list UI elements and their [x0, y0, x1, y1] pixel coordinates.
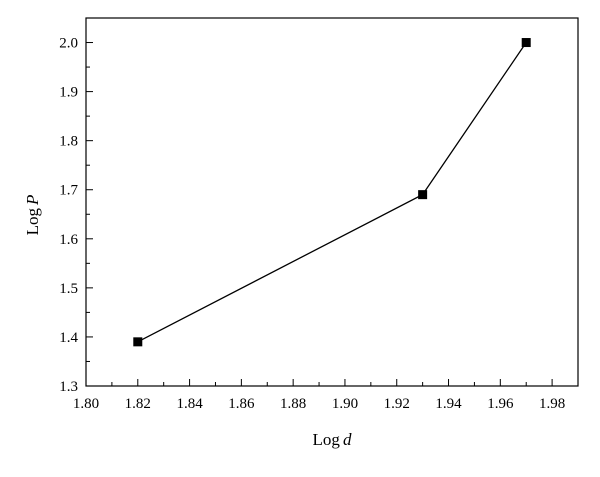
data-point-square	[521, 38, 531, 48]
x-tick-label: 1.82	[125, 396, 151, 412]
x-tick-label: 1.92	[384, 396, 410, 412]
x-tick-label: 1.88	[280, 396, 306, 412]
series-layer	[133, 38, 531, 347]
axes-layer	[85, 17, 579, 387]
y-axis-label-variable: P	[23, 195, 42, 206]
y-tick-label: 1.4	[59, 330, 78, 346]
y-tick-label: 1.9	[59, 85, 78, 101]
plot-frame	[85, 17, 579, 387]
x-tick-label: 1.96	[487, 396, 514, 412]
x-axis-label-variable: d	[343, 430, 352, 449]
x-tick-label: 1.94	[435, 396, 462, 412]
x-axis-label-prefix: Log	[313, 430, 341, 449]
y-axis-label: Log P	[23, 195, 42, 236]
x-tick-label: 1.84	[176, 396, 203, 412]
x-tick-label: 1.80	[73, 396, 99, 412]
y-tick-label: 1.3	[59, 379, 78, 395]
series-line	[137, 42, 527, 343]
ticks-layer: 1.80 1.82 1.84 1.86 1.88 1.90 1.92 1.94 1.96 1.98…	[59, 36, 565, 412]
y-axis-label-prefix: Log	[23, 208, 42, 236]
y-tick-label: 2.0	[59, 36, 78, 52]
y-tick-label: 1.7	[59, 183, 78, 199]
y-tick-label: 1.8	[59, 134, 78, 150]
x-tick-label: 1.98	[539, 396, 565, 412]
x-axis-label: Log d	[313, 430, 352, 449]
data-point-square	[133, 337, 143, 347]
data-point-square	[418, 190, 428, 200]
y-tick-label: 1.6	[59, 232, 78, 248]
y-tick-label: 1.5	[59, 281, 78, 297]
x-tick-label: 1.86	[228, 396, 255, 412]
x-tick-label: 1.90	[332, 396, 358, 412]
